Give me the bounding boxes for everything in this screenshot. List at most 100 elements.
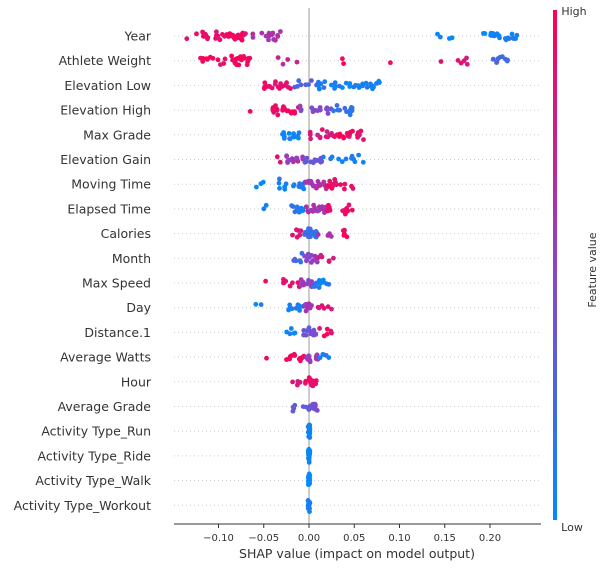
shap-point — [278, 29, 283, 34]
shap-point — [306, 427, 312, 432]
shap-point — [505, 57, 510, 63]
shap-point — [314, 408, 320, 413]
shap-point — [275, 84, 281, 90]
shap-point — [315, 255, 321, 260]
shap-point — [301, 332, 306, 338]
x-tick-label: 0.05 — [343, 533, 365, 544]
shap-point — [332, 80, 338, 85]
shap-point — [313, 356, 319, 362]
shap-point — [244, 62, 250, 68]
shap-point — [346, 109, 352, 115]
shap-point — [317, 326, 322, 331]
shap-point — [204, 56, 210, 62]
shap-point — [230, 57, 236, 63]
shap-point — [329, 131, 334, 136]
x-tick-label: 0.20 — [479, 533, 501, 544]
shap-point — [276, 180, 282, 186]
shap-point — [287, 136, 293, 142]
shap-point — [286, 131, 292, 136]
shap-point — [303, 378, 309, 384]
shap-point — [272, 81, 278, 87]
feature-label: Activity Type_Walk — [35, 473, 151, 488]
shap-point — [490, 31, 495, 36]
colorbar-gradient — [553, 10, 557, 520]
feature-label: Activity Type_Ride — [38, 448, 152, 463]
shap-point — [355, 130, 361, 135]
shap-point — [270, 107, 276, 113]
shap-point — [253, 301, 259, 307]
shap-point — [435, 31, 440, 37]
shap-point — [302, 179, 308, 185]
shap-point — [258, 181, 264, 187]
shap-point — [274, 154, 280, 160]
shap-point — [342, 227, 347, 233]
shap-point — [273, 103, 278, 108]
shap-point — [329, 306, 334, 312]
shap-point — [296, 209, 302, 215]
shap-point — [353, 82, 358, 88]
shap-point — [327, 178, 333, 184]
shap-point — [284, 80, 289, 86]
shap-point — [298, 107, 304, 112]
shap-point — [297, 308, 302, 313]
shap-point — [308, 159, 314, 165]
shap-point — [281, 277, 286, 282]
shap-point — [319, 159, 325, 164]
shap-point — [325, 233, 331, 238]
shap-point — [325, 304, 331, 310]
shap-point — [287, 331, 293, 337]
shap-point — [297, 379, 303, 385]
shap-point — [324, 326, 330, 332]
shap-point — [313, 158, 319, 163]
shap-point — [292, 256, 298, 262]
shap-point — [329, 185, 335, 191]
shap-point — [290, 404, 296, 410]
feature-labels: Year Athlete Weight Elevation Low Elevation… — [14, 29, 152, 513]
shap-point — [326, 259, 332, 264]
shap-point — [495, 56, 501, 61]
shap-point — [388, 60, 393, 66]
shap-point — [325, 134, 331, 140]
shap-point — [309, 329, 315, 335]
shap-point — [317, 105, 323, 110]
feature-label: Average Watts — [60, 350, 151, 365]
shap-point — [303, 204, 309, 210]
shap-point — [297, 355, 303, 361]
x-tick-label: −0.05 — [248, 533, 279, 544]
shap-point — [275, 112, 281, 118]
shap-point — [297, 304, 303, 310]
shap-point — [305, 251, 311, 257]
shap-point — [482, 31, 488, 36]
shap-point — [312, 401, 318, 407]
shap-point — [293, 305, 299, 311]
shap-point — [309, 303, 314, 308]
x-axis-title: SHAP value (impact on model output) — [239, 546, 475, 561]
shap-point — [307, 226, 313, 232]
shap-point — [287, 283, 293, 289]
shap-point — [290, 379, 295, 385]
shap-point — [349, 207, 355, 213]
shap-point — [341, 232, 347, 238]
shap-point — [263, 202, 269, 208]
shap-point — [341, 61, 346, 66]
shap-point — [286, 157, 292, 163]
shap-point — [361, 137, 366, 143]
feature-label: Moving Time — [71, 177, 151, 192]
shap-point — [267, 33, 272, 39]
shap-point — [315, 232, 321, 238]
shap-point — [500, 54, 505, 60]
shap-point — [306, 454, 312, 460]
shap-point — [284, 153, 289, 159]
shap-point — [303, 308, 309, 314]
shap-point — [307, 129, 313, 135]
feature-label: Month — [112, 251, 151, 266]
shap-point — [510, 35, 516, 41]
shap-point — [349, 153, 355, 159]
shap-point — [338, 182, 343, 188]
shap-point — [316, 285, 322, 290]
shap-point — [306, 375, 312, 380]
shap-point — [364, 84, 370, 90]
feature-label: Elevation Gain — [60, 152, 151, 167]
shap-point — [239, 31, 245, 37]
